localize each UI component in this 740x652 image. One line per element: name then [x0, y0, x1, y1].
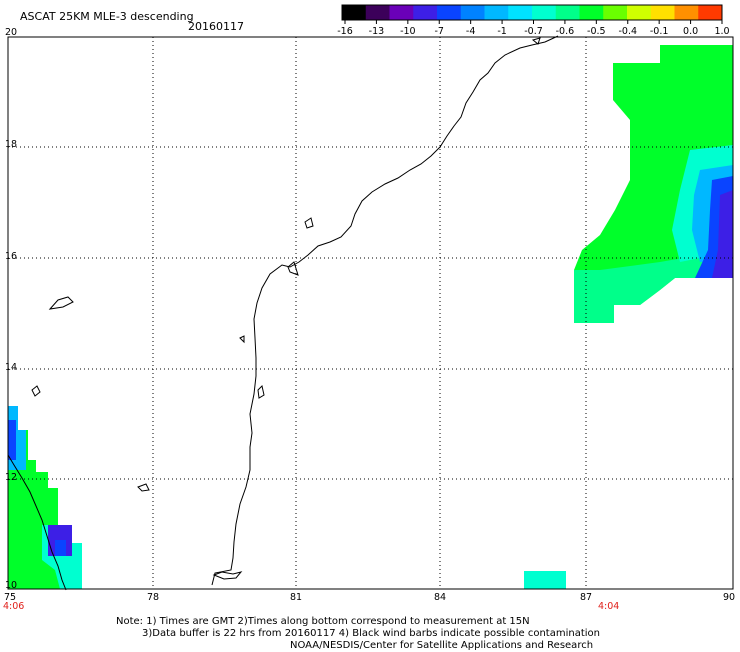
sri-lanka-outline	[212, 571, 243, 580]
islet-3	[304, 217, 314, 229]
colorbar-label: -0.1	[649, 26, 669, 37]
colorbar-swatch	[508, 5, 533, 20]
colorbar-swatch	[484, 5, 509, 20]
colorbar-swatch	[365, 5, 390, 20]
lat-tick-20: 20	[5, 27, 18, 38]
colorbar-swatch	[698, 5, 723, 20]
lon-tick-78: 78	[146, 592, 160, 603]
colorbar-label: -4	[465, 26, 476, 37]
colorbar-label: 1.0	[714, 26, 730, 37]
colorbar-swatch	[437, 5, 462, 20]
lat-tick-14: 14	[5, 362, 18, 373]
swath-right	[574, 45, 733, 323]
colorbar-label: -1	[497, 26, 507, 37]
colorbar-swatch	[413, 5, 438, 20]
island-west	[48, 296, 74, 310]
colorbar-label: -13	[368, 26, 385, 37]
lat-lon-grid	[8, 37, 733, 589]
islet-2	[137, 483, 150, 492]
note-line-3: NOAA/NESDIS/Center for Satellite Applica…	[290, 640, 594, 651]
swath-bottom	[524, 571, 566, 589]
colorbar-frame	[341, 4, 723, 21]
note-line-2: 3)Data buffer is 22 hrs from 20160117 4)…	[142, 628, 600, 639]
note-line-1: Note: 1) Times are GMT 2)Times along bot…	[116, 616, 530, 627]
lon-tick-90: 90	[722, 592, 736, 603]
colorbar-label: -7	[434, 26, 444, 37]
colorbar-swatch	[579, 5, 604, 20]
swath-cell-darkblue	[712, 190, 733, 278]
islet-4	[257, 385, 265, 399]
colorbar	[341, 4, 723, 24]
western-coast-fragment	[7, 454, 67, 591]
colorbar-swatch	[603, 5, 628, 20]
lat-tick-12: 12	[5, 472, 18, 483]
swath-cell-blue	[55, 540, 66, 556]
colorbar-swatch	[627, 5, 652, 20]
lat-tick-18: 18	[5, 139, 18, 150]
colorbar-label: -0.7	[524, 26, 543, 37]
swath-cell-blue	[8, 420, 16, 460]
colorbar-swatch	[555, 5, 580, 20]
swath-cell-cyan	[524, 571, 566, 589]
colorbar-label: -0.5	[587, 26, 606, 37]
map-date: 20160117	[188, 20, 244, 33]
godavari-delta	[287, 261, 299, 276]
islet-6	[239, 335, 245, 344]
lat-tick-16: 16	[5, 251, 18, 262]
colorbar-label: -16	[337, 26, 353, 37]
colorbar-swatch	[389, 5, 414, 20]
colorbar-swatch	[650, 5, 675, 20]
lat-tick-10: 10	[5, 580, 18, 591]
colorbar-swatch	[342, 5, 367, 20]
timestamp-right: 4:04	[598, 601, 620, 612]
map-title: ASCAT 25KM MLE-3 descending	[20, 10, 194, 23]
lon-tick-75: 75	[3, 592, 17, 603]
colorbar-label: -0.4	[618, 26, 638, 37]
swath-cell-teal	[574, 250, 733, 323]
islet-1	[31, 385, 41, 397]
swath-left	[8, 406, 82, 589]
colorbar-swatch	[532, 5, 557, 20]
colorbar-label: -0.6	[555, 26, 575, 37]
lon-tick-87: 87	[579, 592, 593, 603]
lon-tick-81: 81	[289, 592, 303, 603]
lon-tick-84: 84	[433, 592, 447, 603]
islet-5	[531, 37, 541, 45]
map-frame	[7, 36, 734, 590]
colorbar-swatch	[674, 5, 699, 20]
india-coastline	[211, 35, 559, 586]
colorbar-label: 0.0	[683, 26, 699, 37]
colorbar-swatch	[460, 5, 485, 20]
colorbar-label: -10	[400, 26, 416, 37]
timestamp-left: 4:06	[3, 601, 25, 612]
